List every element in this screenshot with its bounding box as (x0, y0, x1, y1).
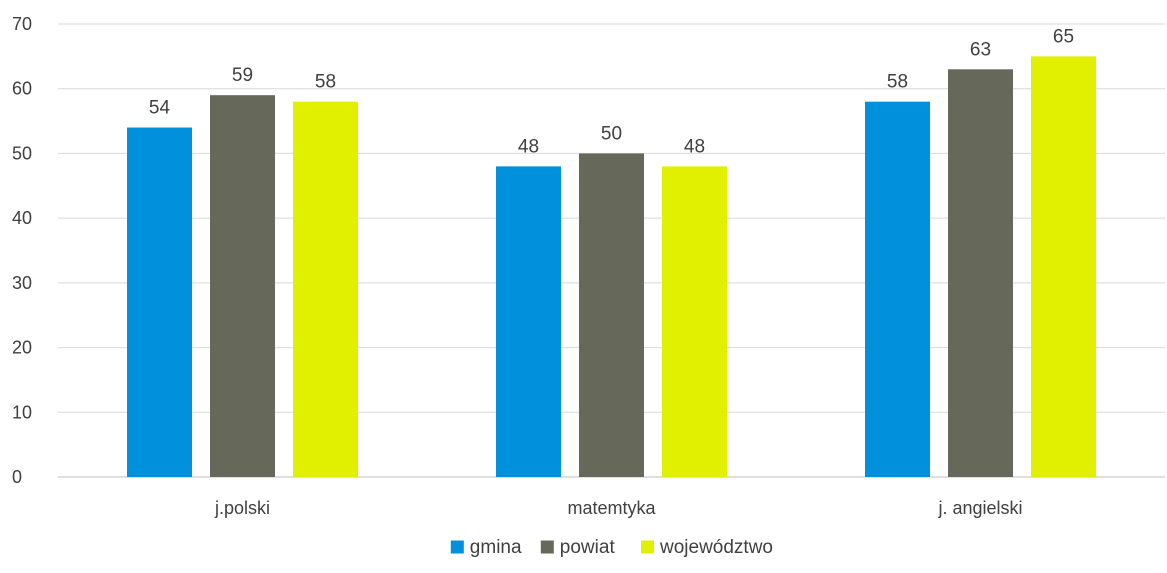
y-tick-label: 40 (12, 208, 32, 228)
legend-swatch (540, 540, 554, 554)
data-label: 58 (315, 72, 336, 93)
bar-powiat-j. angielski (948, 69, 1013, 478)
y-tick-label: 60 (12, 79, 32, 99)
y-tick-label: 10 (12, 402, 32, 422)
data-label: 59 (232, 65, 253, 86)
y-tick-label: 50 (12, 143, 32, 163)
legend-label: województwo (659, 537, 773, 558)
y-tick-label: 20 (12, 338, 32, 358)
bar-województwo-j.polski (293, 101, 358, 478)
category-label: matemtyka (567, 498, 656, 518)
bar-gmina-matemtyka (496, 166, 561, 477)
legend: gmina powiat województwo (450, 537, 773, 558)
legend-label: powiat (560, 537, 616, 558)
legend-label: gmina (470, 537, 522, 558)
legend-swatch (641, 540, 654, 554)
legend-swatch (450, 540, 464, 554)
legend-item-województwo: województwo (641, 537, 773, 558)
legend-item-gmina: gmina (450, 537, 522, 558)
bar-województwo-matemtyka (662, 166, 727, 477)
data-label: 65 (1053, 26, 1074, 47)
category-label: j. angielski (937, 498, 1022, 518)
data-label: 54 (149, 98, 171, 119)
data-label: 63 (970, 39, 991, 60)
category-label: j.polski (214, 498, 270, 518)
bars (127, 56, 1096, 478)
data-label: 50 (601, 123, 622, 144)
data-label: 48 (684, 136, 705, 157)
bar-powiat-j.polski (210, 95, 275, 477)
bar-powiat-matemtyka (579, 153, 644, 477)
data-label: 48 (518, 136, 539, 157)
legend-item-powiat: powiat (540, 537, 616, 558)
bar-gmina-j.polski (127, 127, 192, 478)
x-axis-categories: j.polski matemtyka j. angielski (214, 498, 1023, 518)
bar-województwo-j. angielski (1031, 56, 1096, 477)
bar-gmina-j. angielski (865, 101, 930, 478)
y-tick-label: 0 (12, 467, 22, 487)
y-tick-label: 70 (12, 14, 32, 34)
data-label: 58 (887, 72, 908, 93)
y-axis-ticks: 0 10 20 30 40 50 60 70 (12, 14, 32, 487)
y-tick-label: 30 (12, 273, 32, 293)
data-labels: 54 59 58 48 50 48 58 63 65 (149, 26, 1074, 157)
